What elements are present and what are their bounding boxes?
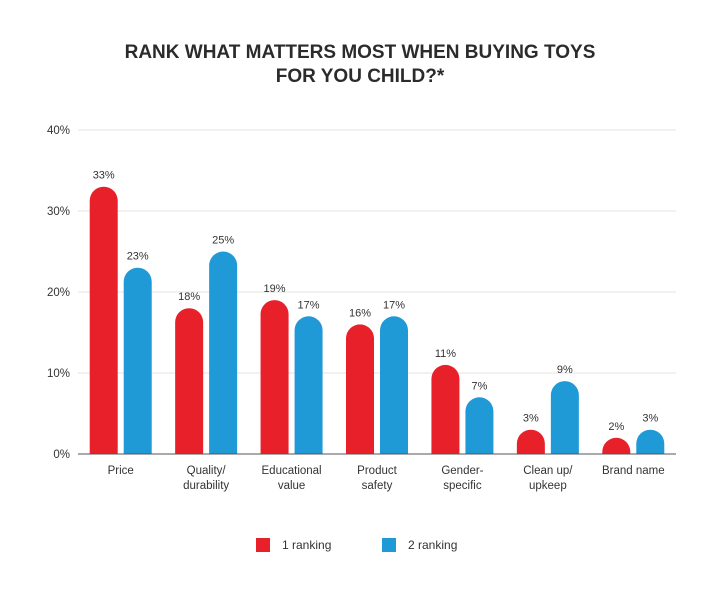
bar-rank1 <box>260 300 289 454</box>
bar-rank2 <box>550 381 579 454</box>
x-category-label: specific <box>443 480 482 492</box>
data-label: 3% <box>523 413 539 425</box>
data-labels: 33% 23% 18% 25% 19% 17% 16% 17% 11% 7% 3% 9% 2% 3% <box>93 170 659 433</box>
bar-rank1 <box>346 324 374 454</box>
bar-rank1 <box>175 308 204 454</box>
gridlines <box>78 129 676 374</box>
x-category-label: Gender- <box>441 465 483 477</box>
x-category-label: upkeep <box>529 480 567 492</box>
legend-label: 1 ranking <box>282 538 331 552</box>
x-axis-categories: Price Quality/durability Educational value P… <box>108 465 665 492</box>
legend-swatch <box>382 538 396 552</box>
bar-rank2 <box>465 397 494 454</box>
bar-rank1 <box>431 364 460 454</box>
data-label: 7% <box>471 380 487 392</box>
data-label: 16% <box>349 307 371 319</box>
data-label: 9% <box>557 364 573 376</box>
bar-rank1 <box>89 186 118 454</box>
data-label: 2% <box>608 421 624 433</box>
bar-rank1 <box>602 437 631 454</box>
legend-label: 2 ranking <box>408 538 457 552</box>
y-tick-label: 0% <box>53 449 70 461</box>
legend: 1 ranking 2 ranking <box>256 538 457 552</box>
data-label: 25% <box>212 235 234 247</box>
data-label: 33% <box>93 170 115 182</box>
bar-rank1 <box>516 429 545 454</box>
y-axis-ticks: 0% 10% 20% 30% 40% <box>47 125 70 461</box>
data-label: 17% <box>298 299 320 311</box>
x-category-label: value <box>278 480 306 492</box>
x-category-label: Educational <box>262 465 322 477</box>
data-label: 11% <box>435 348 456 360</box>
data-label: 18% <box>178 291 200 303</box>
bar-rank2 <box>294 316 323 454</box>
x-category-label: durability <box>183 480 229 492</box>
bars <box>89 186 665 454</box>
bar-rank2 <box>209 251 238 454</box>
x-category-label: Clean up/ <box>523 465 573 477</box>
legend-swatch <box>256 538 270 552</box>
y-tick-label: 30% <box>47 206 70 218</box>
bar-rank2 <box>123 267 152 454</box>
x-category-label: Brand name <box>602 465 665 477</box>
data-label: 3% <box>642 413 658 425</box>
data-label: 23% <box>127 251 149 263</box>
x-category-label: safety <box>362 480 393 492</box>
chart-title-line-1: RANK WHAT MATTERS MOST WHEN BUYING TOYS <box>125 42 596 63</box>
y-tick-label: 10% <box>47 368 70 380</box>
y-tick-label: 20% <box>47 287 70 299</box>
y-tick-label: 40% <box>47 125 70 137</box>
bar-rank2 <box>380 316 408 454</box>
data-label: 17% <box>383 299 405 311</box>
bar-rank2 <box>636 429 665 454</box>
x-category-label: Product <box>357 465 397 477</box>
x-category-label: Price <box>108 465 134 477</box>
x-category-label: Quality/ <box>187 465 227 477</box>
data-label: 19% <box>264 283 286 295</box>
chart-title-line-2: FOR YOU CHILD?* <box>276 66 445 87</box>
